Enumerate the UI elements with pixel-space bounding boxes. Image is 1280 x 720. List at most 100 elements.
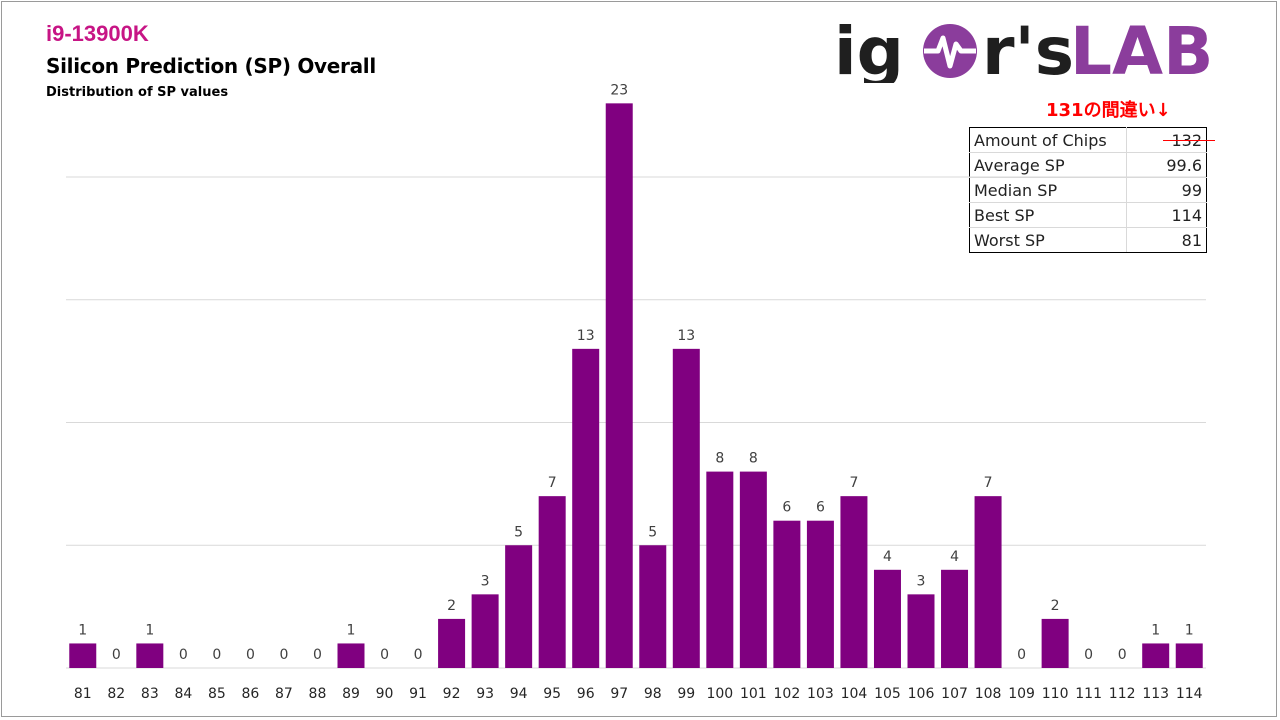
data-label: 8 [749,451,758,467]
stats-row: Amount of Chips 132 [969,127,1207,153]
data-label: 2 [447,598,456,614]
data-label: 6 [782,500,791,516]
bar [773,520,801,668]
x-tick-label: 99 [677,686,695,702]
x-tick-label: 112 [1109,686,1136,702]
logo-text-rs: r's [982,13,1074,83]
x-tick-label: 81 [74,686,92,702]
data-label: 3 [481,573,490,589]
chart-subtitle: Distribution of SP values [46,85,229,100]
stats-value: 114 [1126,202,1207,228]
data-label: 1 [347,622,356,638]
bar [672,348,700,668]
x-tick-label: 98 [644,686,662,702]
x-tick-label: 84 [174,686,192,702]
data-label: 1 [1151,622,1160,638]
x-tick-label: 96 [577,686,595,702]
bar [1041,618,1069,668]
x-tick-label: 110 [1042,686,1069,702]
bar [505,545,533,668]
data-label: 5 [514,524,523,540]
stats-row: Worst SP 81 [969,227,1207,253]
stats-value: 81 [1126,227,1207,253]
bar [907,594,935,668]
x-tick-label: 85 [208,686,226,702]
data-label: 1 [1185,622,1194,638]
bar [941,569,969,668]
stats-row: Average SP 99.6 [969,152,1207,178]
x-tick-label: 114 [1176,686,1203,702]
stats-value: 99 [1126,177,1207,203]
data-label: 0 [414,647,423,663]
data-label: 0 [380,647,389,663]
chart-title: Silicon Prediction (SP) Overall [46,54,376,78]
x-tick-label: 83 [141,686,159,702]
data-label: 0 [1017,647,1026,663]
data-label: 5 [648,524,657,540]
x-tick-label: 87 [275,686,293,702]
x-tick-label: 97 [610,686,628,702]
x-tick-label: 82 [107,686,125,702]
x-tick-label: 100 [706,686,733,702]
data-label: 4 [950,549,959,565]
x-tick-label: 108 [975,686,1002,702]
bar [1142,643,1170,668]
bar [639,545,667,668]
x-tick-label: 88 [309,686,327,702]
x-tick-label: 113 [1142,686,1169,702]
bar [1175,643,1203,668]
x-tick-label: 109 [1008,686,1035,702]
data-label: 0 [246,647,255,663]
bar [605,103,633,669]
data-label: 0 [313,647,322,663]
bar [438,618,466,668]
data-label: 3 [917,573,926,589]
data-label: 2 [1051,598,1060,614]
data-label: 0 [179,647,188,663]
x-tick-label: 106 [908,686,935,702]
bar [873,569,901,668]
stats-row: Median SP 99 [969,177,1207,203]
data-label: 0 [279,647,288,663]
x-tick-label: 107 [941,686,968,702]
stats-label: Best SP [969,202,1127,228]
data-label: 13 [677,328,695,344]
igorslab-logo: ig r's LAB [832,8,1232,90]
data-label: 0 [212,647,221,663]
data-label: 13 [577,328,595,344]
x-tick-label: 92 [443,686,461,702]
x-tick-label: 103 [807,686,834,702]
x-tick-label: 93 [476,686,494,702]
stats-table: Amount of Chips 132 Average SP 99.6 Median… [969,127,1207,253]
bar [840,496,868,668]
data-label: 7 [849,475,858,491]
data-label: 7 [984,475,993,491]
x-tick-label: 101 [740,686,767,702]
x-tick-label: 102 [774,686,801,702]
data-label: 6 [816,500,825,516]
data-label: 0 [1084,647,1093,663]
stats-row: Best SP 114 [969,202,1207,228]
data-label: 0 [112,647,121,663]
bar [806,520,834,668]
x-tick-label: 95 [543,686,561,702]
bar [538,496,566,668]
stats-label: Average SP [969,152,1127,178]
data-label: 1 [145,622,154,638]
x-tick-label: 89 [342,686,360,702]
bar [706,471,734,668]
x-tick-label: 104 [841,686,868,702]
logo-text-lab: LAB [1070,13,1213,83]
bar [974,496,1002,668]
data-label: 1 [78,622,87,638]
bar [739,471,767,668]
stats-label: Worst SP [969,227,1127,253]
bar [572,348,600,668]
cpu-model-label: i9-13900K [46,21,149,46]
data-label: 0 [1118,647,1127,663]
x-tick-label: 94 [510,686,528,702]
correction-note: 131の間違い↓ [1046,100,1171,121]
logo-text-ig: ig [834,13,904,83]
data-label: 4 [883,549,892,565]
